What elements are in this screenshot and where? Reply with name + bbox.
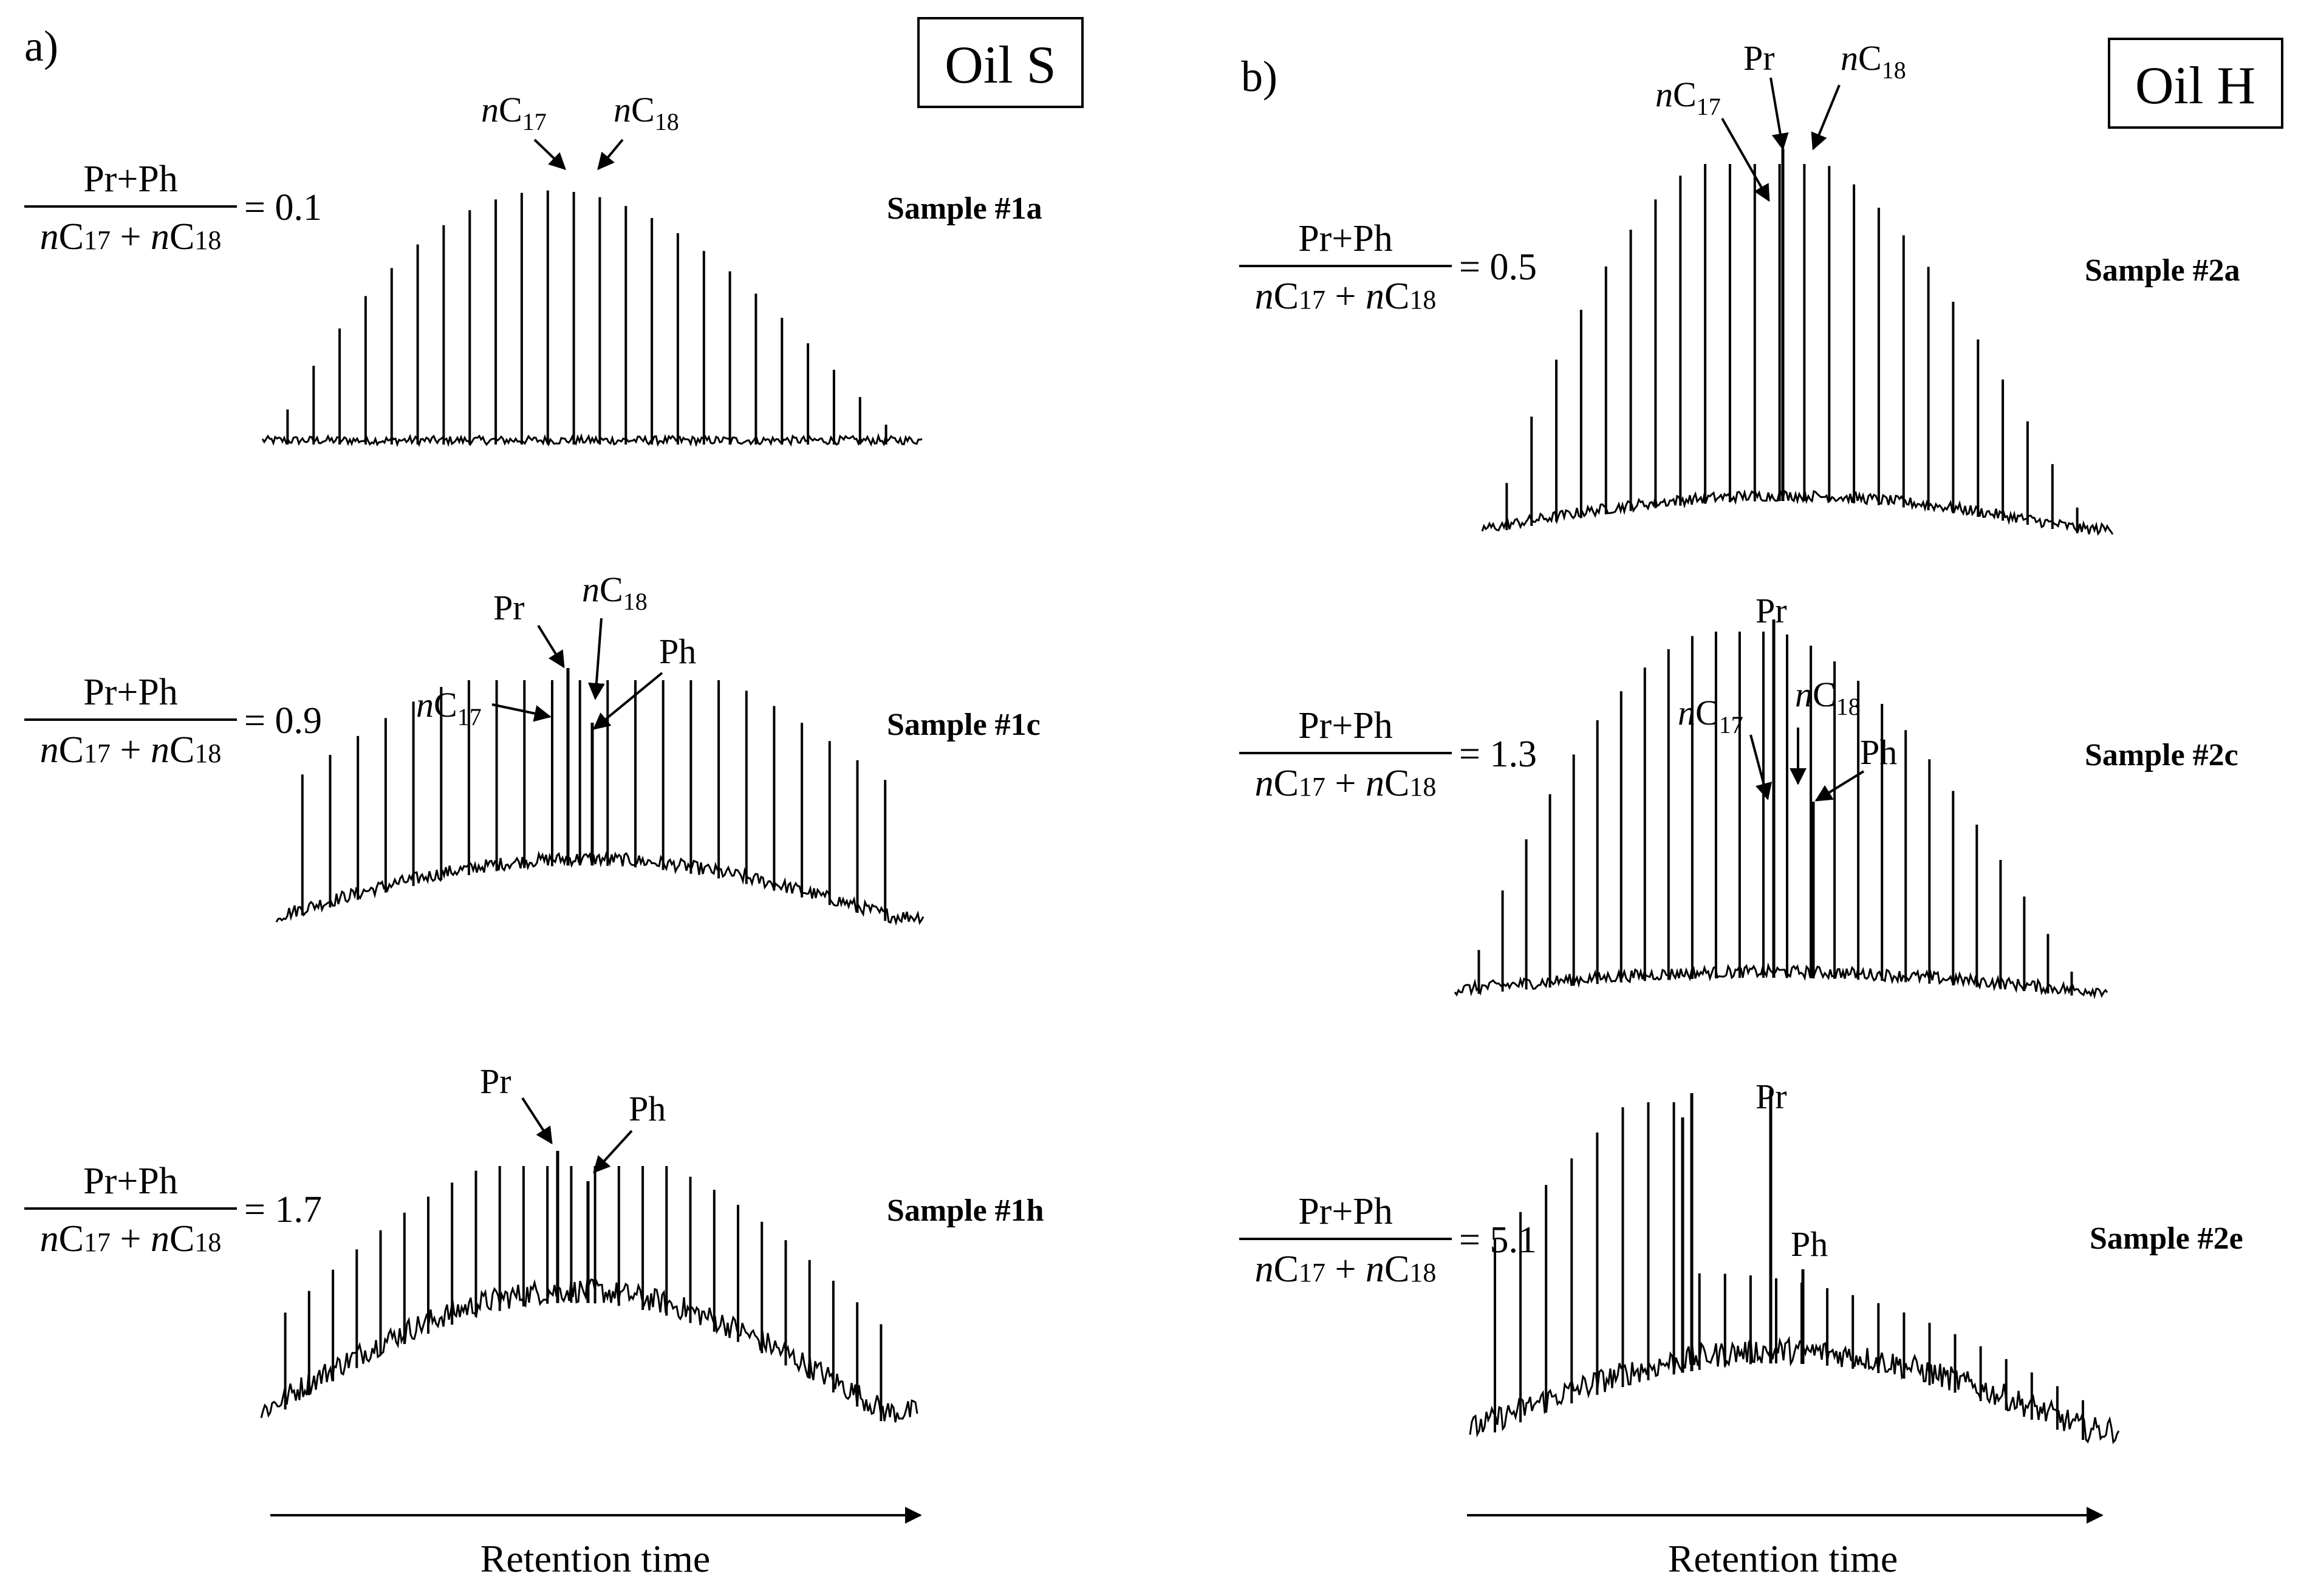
formula-numerator: Pr+Ph <box>83 672 178 713</box>
peak-label-1a-nc18: nC18 <box>614 90 679 135</box>
peak-label-1c-ph: Ph <box>659 632 696 671</box>
formula-numerator: Pr+Ph <box>1298 1191 1393 1232</box>
sample-label-2a: Sample #2a <box>2085 253 2240 288</box>
peak-label-1c-pr: Pr <box>493 588 525 627</box>
arrow-2a-pr <box>1769 77 1789 151</box>
formula-denominator: nC17 + nC18 <box>1255 276 1437 317</box>
chromatogram-2a <box>1481 149 2114 536</box>
trace-baseline <box>275 850 925 926</box>
ratio-formula-2a: Pr+Ph nC17 + nC18 = 0.5 <box>1239 218 1537 317</box>
arrow-1a-nc17 <box>533 138 567 170</box>
formula-numerator: Pr+Ph <box>83 1161 178 1202</box>
formula-denominator: nC17 + nC18 <box>1255 763 1437 804</box>
arrow-1c-ph <box>592 672 663 730</box>
chromatogram-1h <box>260 1151 918 1423</box>
chromatogram-2e <box>1469 1090 2120 1444</box>
formula-numerator: Pr+Ph <box>1298 705 1393 746</box>
peak-label-1c-nc18: nC18 <box>582 570 648 615</box>
ratio-formula-1a: Pr+Ph nC17 + nC18 = 0.1 <box>24 159 322 257</box>
arrow-1h-pr <box>521 1097 553 1145</box>
sample-label-2c: Sample #2c <box>2085 738 2238 772</box>
peak-label-2a-nc17: nC17 <box>1655 75 1721 120</box>
ratio-formula-2e: Pr+Ph nC17 + nC18 = 5.1 <box>1239 1191 1537 1290</box>
formula-ratio-value: = 0.1 <box>244 187 322 228</box>
arrow-1c-nc18 <box>587 618 605 700</box>
ratio-formula-1h: Pr+Ph nC17 + nC18 = 1.7 <box>24 1161 322 1260</box>
arrow-2a-nc17 <box>1721 118 1770 202</box>
formula-denominator: nC17 + nC18 <box>40 216 222 257</box>
formula-ratio-value: = 5.1 <box>1459 1219 1537 1261</box>
retention-label-a: Retention time <box>480 1537 711 1580</box>
formula-numerator: Pr+Ph <box>83 159 178 200</box>
chromatogram-1a <box>261 190 923 448</box>
arrow-1h-ph <box>593 1130 633 1174</box>
retention-label-b: Retention time <box>1668 1537 1898 1580</box>
arrow-2c-ph <box>1814 770 1865 802</box>
peak-label-2a-pr: Pr <box>1743 38 1775 78</box>
sample-label-1h: Sample #1h <box>887 1193 1044 1228</box>
peak-label-2c-nc17: nC17 <box>1678 693 1743 738</box>
peak-label-1a-nc17: nC17 <box>481 90 547 135</box>
arrow-1c-nc17 <box>491 703 552 722</box>
chromatogram-2c <box>1454 619 2108 1000</box>
trace-baseline <box>261 432 923 448</box>
oil-s-box <box>917 17 1084 108</box>
peak-label-1h-ph: Ph <box>629 1089 666 1128</box>
peak-label-1h-pr: Pr <box>480 1062 511 1101</box>
sample-label-2e: Sample #2e <box>2090 1221 2243 1256</box>
peak-label-2e-pr: Pr <box>1756 1077 1787 1116</box>
ratio-formula-1c: Pr+Ph nC17 + nC18 = 0.9 <box>24 672 322 771</box>
peak-label-2c-ph: Ph <box>1860 732 1897 772</box>
arrow-1c-pr <box>537 624 565 669</box>
formula-numerator: Pr+Ph <box>1298 218 1393 259</box>
oil-h-box <box>2108 38 2283 129</box>
trace-baseline <box>1481 489 2114 536</box>
trace-baseline <box>1469 1335 2120 1444</box>
peak-label-2a-nc18: nC18 <box>1841 38 1906 84</box>
oil-s-label: Oil S <box>945 36 1056 95</box>
peak-label-2c-pr: Pr <box>1756 591 1787 630</box>
formula-ratio-value: = 1.3 <box>1459 734 1537 775</box>
arrow-2c-nc17 <box>1749 734 1773 800</box>
formula-denominator: nC17 + nC18 <box>1255 1249 1437 1290</box>
chromatogram-1c <box>275 668 925 926</box>
sample-label-1c: Sample #1c <box>887 708 1041 742</box>
peak-label-1c-nc17: nC17 <box>416 685 482 731</box>
formula-denominator: nC17 + nC18 <box>40 1218 222 1260</box>
formula-ratio-value: = 0.5 <box>1459 247 1537 288</box>
arrow-1a-nc18 <box>597 138 624 171</box>
trace-baseline <box>1454 962 2108 1000</box>
panel-a-letter: a) <box>24 22 58 70</box>
formula-denominator: nC17 + nC18 <box>40 729 222 771</box>
peak-label-2c-nc18: nC18 <box>1795 675 1861 720</box>
peak-annotations: nC17 nC18 Pr nC18 Ph nC17 Pr Ph Pr nC17 … <box>416 38 1906 1264</box>
ratio-formula-2c: Pr+Ph nC17 + nC18 = 1.3 <box>1239 705 1537 804</box>
formula-ratio-value: = 1.7 <box>244 1189 322 1230</box>
peak-label-2e-ph: Ph <box>1791 1224 1828 1264</box>
arrow-2a-nc18 <box>1811 84 1841 151</box>
sample-label-1a: Sample #1a <box>887 191 1042 226</box>
panel-b-letter: b) <box>1241 52 1277 101</box>
oil-h-label: Oil H <box>2135 56 2255 115</box>
formula-ratio-value: = 0.9 <box>244 700 322 742</box>
